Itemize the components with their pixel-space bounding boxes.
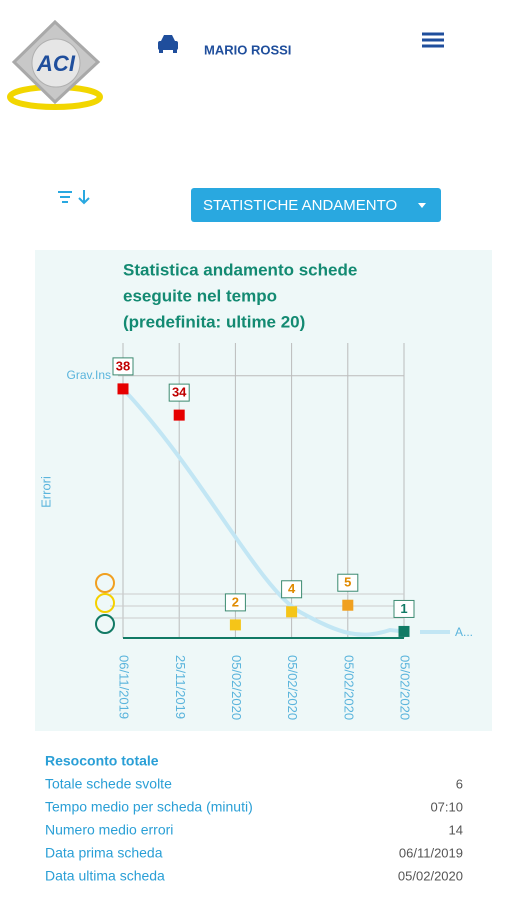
summary: Resoconto totale Totale schede svolte 6 Tem… (45, 753, 463, 884)
data-label-box (337, 573, 359, 592)
data-point (117, 383, 129, 395)
data-label-box (112, 357, 134, 376)
data-label: 4 (288, 581, 296, 596)
summary-label: Totale schede svolte (45, 776, 172, 792)
summary-label: Data ultima scheda (45, 868, 165, 884)
smiley (95, 593, 115, 613)
user-name: MARIO ROSSI (204, 42, 291, 57)
annotation-label: Grav.Ins (67, 368, 111, 382)
summary-value: 05/02/2020 (398, 868, 463, 883)
summary-value: 07:10 (430, 799, 463, 814)
summary-value: 6 (456, 776, 463, 791)
chart-title: eseguite nel tempo (123, 286, 277, 305)
x-tick-label: 06/11/2019 (117, 655, 132, 719)
summary-value: 14 (449, 822, 463, 837)
smiley (95, 573, 115, 593)
menu-button[interactable] (422, 32, 444, 48)
summary-value: 06/11/2019 (399, 845, 463, 860)
sort-button[interactable] (58, 190, 90, 205)
chart-title: Statistica andamento schede (123, 260, 357, 279)
data-label: 2 (232, 594, 239, 609)
data-point (286, 606, 298, 618)
summary-title: Resoconto totale (45, 753, 159, 769)
summary-label: Numero medio errori (45, 822, 173, 838)
summary-label: Data prima scheda (45, 845, 163, 861)
x-tick-label: 05/02/2020 (398, 655, 413, 720)
smiley (95, 614, 115, 634)
data-label: 34 (172, 385, 187, 400)
dropdown-label: STATISTICHE ANDAMENTO (203, 197, 397, 214)
data-point (229, 619, 241, 631)
summary-label: Tempo medio per scheda (minuti) (45, 799, 253, 815)
svg-text:ACI: ACI (36, 51, 76, 76)
car-icon (158, 35, 178, 53)
chart-title: (predefinita: ultime 20) (123, 312, 305, 331)
x-tick-label: 05/02/2020 (229, 655, 244, 720)
data-label: 38 (116, 358, 130, 373)
trend-legend-label: A... (455, 625, 473, 639)
data-point (342, 599, 354, 611)
data-label-box (224, 593, 246, 612)
data-label-box (393, 599, 415, 618)
dropdown-button[interactable]: STATISTICHE ANDAMENTO (191, 188, 441, 222)
data-point (398, 625, 410, 637)
y-axis-label: Errori (38, 476, 53, 508)
x-tick-label: 25/11/2019 (173, 655, 188, 719)
x-tick-label: 05/02/2020 (285, 655, 300, 720)
data-label-box (168, 383, 190, 402)
data-label: 1 (400, 601, 407, 616)
chart-panel (35, 250, 492, 731)
data-point (173, 409, 185, 421)
x-tick-label: 05/02/2020 (341, 655, 356, 720)
chart: Statistica andamento schede eseguite nel … (38, 260, 473, 720)
data-label: 5 (344, 575, 351, 590)
logo[interactable]: ACI (7, 19, 103, 110)
data-label-box (281, 580, 303, 599)
